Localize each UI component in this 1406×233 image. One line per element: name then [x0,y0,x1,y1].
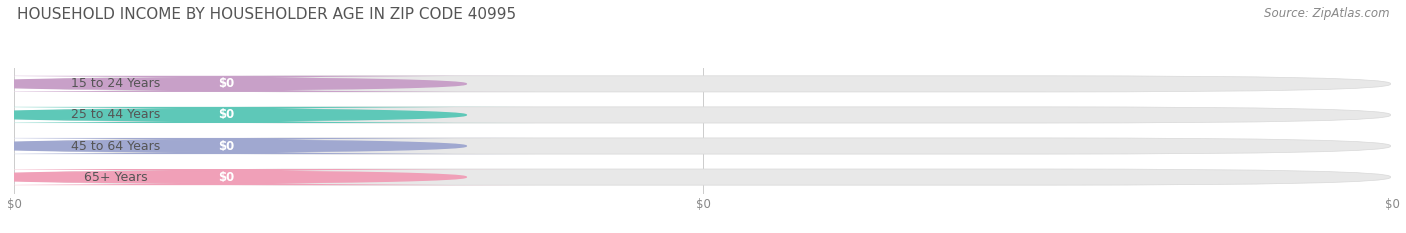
Text: $0: $0 [218,77,235,90]
FancyBboxPatch shape [0,169,534,185]
Text: 15 to 24 Years: 15 to 24 Years [70,77,160,90]
Text: 25 to 44 Years: 25 to 44 Years [70,108,160,121]
FancyBboxPatch shape [15,76,1391,92]
FancyBboxPatch shape [0,138,534,154]
FancyBboxPatch shape [0,138,360,154]
Circle shape [0,78,467,90]
FancyBboxPatch shape [15,169,1391,185]
FancyBboxPatch shape [0,169,360,185]
Text: $0: $0 [218,108,235,121]
Text: Source: ZipAtlas.com: Source: ZipAtlas.com [1264,7,1389,20]
Circle shape [0,171,467,183]
Text: 45 to 64 Years: 45 to 64 Years [70,140,160,153]
FancyBboxPatch shape [0,107,534,123]
FancyBboxPatch shape [0,76,534,92]
FancyBboxPatch shape [0,76,360,92]
Text: 65+ Years: 65+ Years [83,171,148,184]
Circle shape [0,109,467,121]
FancyBboxPatch shape [0,107,360,123]
Circle shape [0,140,467,152]
Text: $0: $0 [218,171,235,184]
Text: HOUSEHOLD INCOME BY HOUSEHOLDER AGE IN ZIP CODE 40995: HOUSEHOLD INCOME BY HOUSEHOLDER AGE IN Z… [17,7,516,22]
Text: $0: $0 [218,140,235,153]
FancyBboxPatch shape [15,138,1391,154]
FancyBboxPatch shape [15,107,1391,123]
